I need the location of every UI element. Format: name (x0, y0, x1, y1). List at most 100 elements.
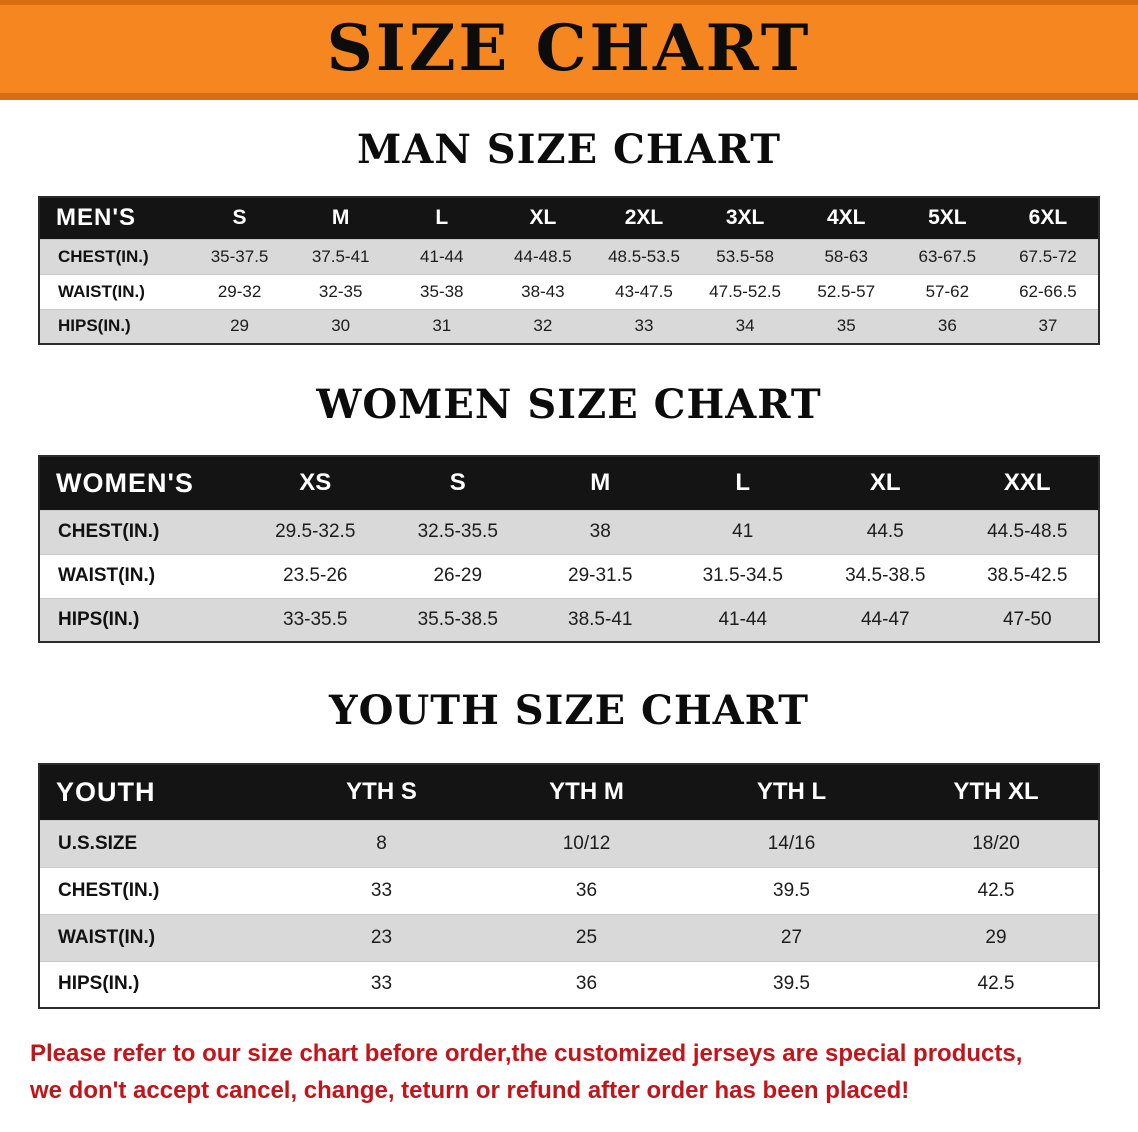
size-value-cell: 38-43 (492, 273, 594, 309)
table-row: HIPS(IN.) 33-35.5 35.5-38.5 38.5-41 41-44 44-… (39, 597, 1099, 642)
row-label-cell: HIPS(IN.) (39, 960, 279, 1008)
table-corner-header: WOMEN'S (39, 456, 244, 510)
size-column-header: S (189, 197, 291, 239)
size-value-cell: 38.5-41 (529, 597, 672, 642)
table-row: CHEST(IN.) 33 36 39.5 42.5 (39, 866, 1099, 914)
size-value-cell: 33-35.5 (244, 597, 387, 642)
size-value-cell: 58-63 (795, 238, 897, 274)
table-header-row: YOUTH YTH S YTH M YTH L YTH XL (39, 764, 1099, 820)
size-column-header: S (386, 456, 529, 510)
row-label-cell: CHEST(IN.) (39, 238, 189, 274)
size-value-cell: 29-31.5 (529, 553, 672, 598)
size-value-cell: 44.5 (814, 509, 957, 554)
size-value-cell: 29-32 (189, 273, 291, 309)
size-value-cell: 14/16 (689, 819, 894, 867)
table-row: HIPS(IN.) 29 30 31 32 33 34 35 36 37 (39, 308, 1099, 344)
size-value-cell: 31.5-34.5 (671, 553, 814, 598)
size-column-header: L (391, 197, 493, 239)
disclaimer: Please refer to our size chart before or… (0, 1035, 1138, 1109)
title-banner: SIZE CHART (0, 0, 1138, 100)
youth-section-heading: YOUTH SIZE CHART (329, 687, 809, 734)
size-value-cell: 33 (279, 960, 484, 1008)
youth-size-table: YOUTH YTH S YTH M YTH L YTH XL U.S.SIZE 8 10/12… (38, 763, 1100, 1009)
row-label-cell: WAIST(IN.) (39, 913, 279, 961)
size-value-cell: 67.5-72 (997, 238, 1099, 274)
size-value-cell: 25 (484, 913, 689, 961)
row-label-cell: CHEST(IN.) (39, 509, 244, 554)
size-value-cell: 36 (896, 308, 998, 344)
women-section-heading: WOMEN SIZE CHART (316, 381, 822, 428)
size-value-cell: 43-47.5 (593, 273, 695, 309)
table-row: HIPS(IN.) 33 36 39.5 42.5 (39, 960, 1099, 1008)
size-value-cell: 57-62 (896, 273, 998, 309)
size-column-header: XL (814, 456, 957, 510)
men-size-section: MAN SIZE CHART MEN'S S M L XL 2XL 3XL 4XL 5XL 6XL… (0, 128, 1138, 345)
size-value-cell: 26-29 (386, 553, 529, 598)
size-value-cell: 35.5-38.5 (386, 597, 529, 642)
size-value-cell: 39.5 (689, 866, 894, 914)
size-value-cell: 32 (492, 308, 594, 344)
size-value-cell: 41 (671, 509, 814, 554)
size-column-header: YTH S (279, 764, 484, 820)
size-value-cell: 62-66.5 (997, 273, 1099, 309)
size-value-cell: 34 (694, 308, 796, 344)
size-column-header: M (529, 456, 672, 510)
table-corner-header: MEN'S (39, 197, 189, 239)
size-column-header: M (290, 197, 392, 239)
size-value-cell: 34.5-38.5 (814, 553, 957, 598)
size-column-header: XXL (956, 456, 1099, 510)
table-row: WAIST(IN.) 29-32 32-35 35-38 38-43 43-47.5 47.… (39, 273, 1099, 309)
size-column-header: XS (244, 456, 387, 510)
size-value-cell: 52.5-57 (795, 273, 897, 309)
size-value-cell: 39.5 (689, 960, 894, 1008)
size-column-header: XL (492, 197, 594, 239)
size-column-header: 5XL (896, 197, 998, 239)
table-header-row: WOMEN'S XS S M L XL XXL (39, 456, 1099, 510)
table-header-row: MEN'S S M L XL 2XL 3XL 4XL 5XL 6XL (39, 197, 1099, 239)
size-value-cell: 63-67.5 (896, 238, 998, 274)
size-value-cell: 41-44 (671, 597, 814, 642)
size-value-cell: 31 (391, 308, 493, 344)
size-value-cell: 37 (997, 308, 1099, 344)
size-value-cell: 47.5-52.5 (694, 273, 796, 309)
page-title: SIZE CHART (326, 11, 812, 86)
table-row: WAIST(IN.) 23.5-26 26-29 29-31.5 31.5-34.5 34… (39, 553, 1099, 598)
row-label-cell: WAIST(IN.) (39, 273, 189, 309)
row-label-cell: WAIST(IN.) (39, 553, 244, 598)
disclaimer-line-2: we don't accept cancel, change, teturn o… (30, 1077, 910, 1105)
size-column-header: 6XL (997, 197, 1099, 239)
table-row: CHEST(IN.) 35-37.5 37.5-41 41-44 44-48.5 48.5… (39, 238, 1099, 274)
size-value-cell: 35-37.5 (189, 238, 291, 274)
size-value-cell: 44-48.5 (492, 238, 594, 274)
size-column-header: YTH XL (894, 764, 1099, 820)
size-value-cell: 38 (529, 509, 672, 554)
youth-size-section: YOUTH SIZE CHART YOUTH YTH S YTH M YTH L YTH… (0, 689, 1138, 1009)
women-size-section: WOMEN SIZE CHART WOMEN'S XS S M L XL XXL CHEST(… (0, 383, 1138, 643)
size-value-cell: 32.5-35.5 (386, 509, 529, 554)
size-column-header: YTH M (484, 764, 689, 820)
table-row: CHEST(IN.) 29.5-32.5 32.5-35.5 38 41 44.5 44.5… (39, 509, 1099, 554)
size-value-cell: 32-35 (290, 273, 392, 309)
disclaimer-line-1: Please refer to our size chart before or… (30, 1040, 1023, 1067)
size-value-cell: 42.5 (894, 960, 1099, 1008)
table-corner-header: YOUTH (39, 764, 279, 820)
size-value-cell: 38.5-42.5 (956, 553, 1099, 598)
size-value-cell: 44.5-48.5 (956, 509, 1099, 554)
size-value-cell: 37.5-41 (290, 238, 392, 274)
size-value-cell: 33 (593, 308, 695, 344)
size-value-cell: 35-38 (391, 273, 493, 309)
size-value-cell: 29.5-32.5 (244, 509, 387, 554)
womens-size-table: WOMEN'S XS S M L XL XXL CHEST(IN.) 29.5-32.5 32.5… (38, 455, 1100, 643)
size-value-cell: 23 (279, 913, 484, 961)
size-value-cell: 23.5-26 (244, 553, 387, 598)
size-value-cell: 53.5-58 (694, 238, 796, 274)
row-label-cell: U.S.SIZE (39, 819, 279, 867)
size-value-cell: 30 (290, 308, 392, 344)
size-column-header: 4XL (795, 197, 897, 239)
men-section-heading: MAN SIZE CHART (357, 126, 781, 173)
table-row: WAIST(IN.) 23 25 27 29 (39, 913, 1099, 961)
size-value-cell: 27 (689, 913, 894, 961)
size-value-cell: 36 (484, 866, 689, 914)
table-row: U.S.SIZE 8 10/12 14/16 18/20 (39, 819, 1099, 867)
